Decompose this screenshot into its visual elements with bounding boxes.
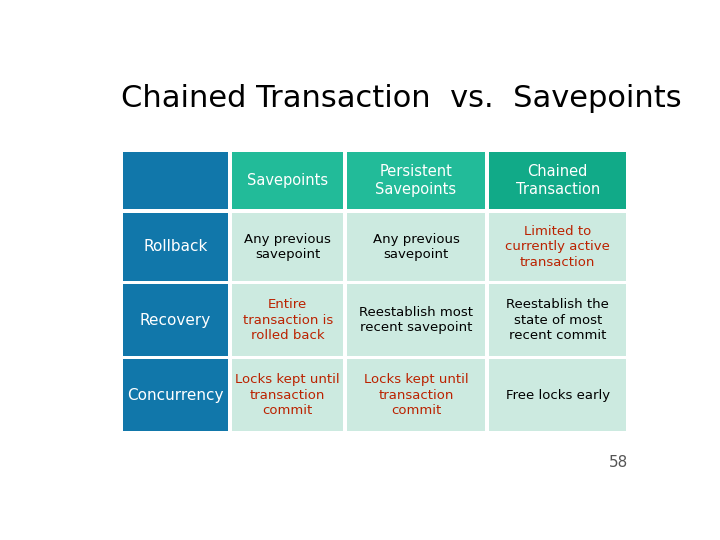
Text: Locks kept until
transaction
commit: Locks kept until transaction commit [235, 373, 340, 417]
Text: Limited to
currently active
transaction: Limited to currently active transaction [505, 225, 610, 269]
FancyBboxPatch shape [489, 360, 626, 431]
FancyBboxPatch shape [233, 213, 343, 281]
FancyBboxPatch shape [123, 213, 228, 281]
FancyBboxPatch shape [489, 213, 626, 281]
Text: Reestablish the
state of most
recent commit: Reestablish the state of most recent com… [506, 298, 609, 342]
FancyBboxPatch shape [348, 360, 485, 431]
FancyBboxPatch shape [348, 152, 485, 210]
Text: Rollback: Rollback [143, 239, 207, 254]
Text: Entire
transaction is
rolled back: Entire transaction is rolled back [243, 298, 333, 342]
FancyBboxPatch shape [233, 360, 343, 431]
FancyBboxPatch shape [233, 285, 343, 356]
FancyBboxPatch shape [123, 285, 228, 356]
Text: 58: 58 [609, 455, 629, 470]
Text: Chained Transaction  vs.  Savepoints: Chained Transaction vs. Savepoints [121, 84, 681, 112]
FancyBboxPatch shape [348, 213, 485, 281]
Text: Reestablish most
recent savepoint: Reestablish most recent savepoint [359, 306, 473, 334]
FancyBboxPatch shape [233, 152, 343, 210]
FancyBboxPatch shape [489, 285, 626, 356]
Text: Savepoints: Savepoints [247, 173, 328, 188]
FancyBboxPatch shape [348, 285, 485, 356]
Text: Recovery: Recovery [140, 313, 211, 328]
Text: Locks kept until
transaction
commit: Locks kept until transaction commit [364, 373, 468, 417]
Text: Concurrency: Concurrency [127, 388, 224, 403]
Text: Persistent
Savepoints: Persistent Savepoints [375, 164, 456, 197]
FancyBboxPatch shape [489, 152, 626, 210]
FancyBboxPatch shape [123, 360, 228, 431]
Text: Free locks early: Free locks early [505, 389, 610, 402]
Text: Chained
Transaction: Chained Transaction [516, 164, 600, 197]
FancyBboxPatch shape [123, 152, 228, 210]
Text: Any previous
savepoint: Any previous savepoint [244, 233, 331, 261]
Text: Any previous
savepoint: Any previous savepoint [372, 233, 459, 261]
